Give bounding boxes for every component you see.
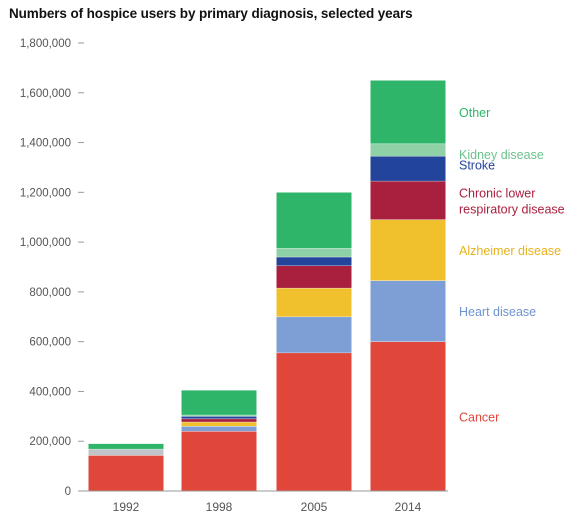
legend-label: Heart disease (459, 305, 536, 319)
bar-segment (181, 415, 257, 417)
legend-label: Kidney disease (459, 148, 544, 162)
bar-segment (370, 341, 446, 491)
legend-label: respiratory disease (459, 202, 565, 216)
legend-label: Cancer (459, 410, 499, 424)
legend-label: Other (459, 106, 490, 120)
bar-segment (181, 422, 257, 427)
y-tick-label: 800,000 (29, 287, 71, 299)
x-tick-label: 2005 (301, 500, 328, 514)
bar-segment (370, 143, 446, 157)
bar-segment (181, 418, 257, 423)
bar-segment (276, 248, 352, 258)
bar-segment (276, 192, 352, 249)
legend-label: Alzheimer disease (459, 244, 561, 258)
bar-segment (370, 219, 446, 281)
bar-segment (370, 280, 446, 342)
bar-segment (370, 181, 446, 220)
legend-label: Chronic lower (459, 186, 535, 200)
y-tick-label: 1,200,000 (20, 187, 71, 199)
bar-segment (276, 265, 352, 289)
bar-segment (276, 352, 352, 491)
y-tick-label: 1,000,000 (20, 237, 71, 249)
bar-segment (276, 257, 352, 266)
chart-title: Numbers of hospice users by primary diag… (9, 6, 413, 21)
legend-label: Stroke (459, 159, 495, 173)
bar-segment (276, 316, 352, 353)
bar-segment (181, 390, 257, 416)
bar-segment (88, 455, 164, 491)
x-tick-label: 2014 (395, 500, 422, 514)
bar-segment (181, 426, 257, 432)
y-tick-label: 1,400,000 (20, 138, 71, 150)
bar-segment (181, 431, 257, 491)
x-tick-label: 1998 (206, 500, 233, 514)
y-tick-label: 600,000 (29, 337, 71, 349)
y-tick-label: 1,800,000 (20, 38, 71, 50)
bar-segment (181, 416, 257, 419)
y-tick-label: 400,000 (29, 386, 71, 398)
bar-segment (88, 449, 164, 456)
bar-segment (88, 443, 164, 450)
y-tick-label: 200,000 (29, 436, 71, 448)
y-tick-label: 1,600,000 (20, 88, 71, 100)
bar-segment (276, 288, 352, 317)
bar-segment (370, 80, 446, 144)
x-tick-label: 1992 (113, 500, 140, 514)
bar-segment (370, 156, 446, 182)
y-tick-label: 0 (65, 486, 71, 498)
